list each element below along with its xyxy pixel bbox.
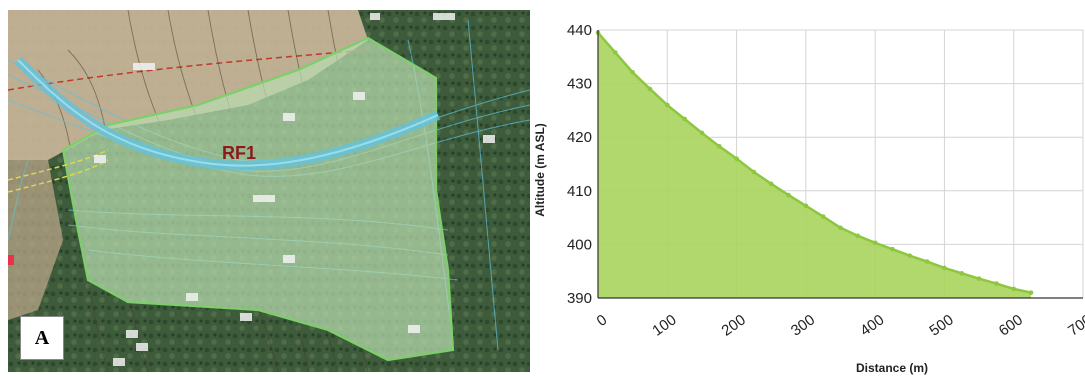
profile-point — [803, 203, 809, 209]
y-tick-labels: 390 400 410 420 430 440 — [567, 22, 592, 307]
map-point-markers — [94, 13, 495, 366]
y-tick-label: 410 — [567, 183, 592, 200]
main-flow-channel-core — [17, 59, 439, 167]
profile-point — [786, 192, 791, 198]
elevation-profile-chart: 390 400 410 420 430 440 0 100 200 300 400 500 600 70… — [530, 0, 1085, 376]
chart-svg: 390 400 410 420 430 440 0 100 200 300 400 500 600 70… — [533, 22, 1085, 375]
y-tick-label: 440 — [567, 22, 592, 39]
profile-point — [751, 169, 757, 175]
profile-point — [907, 253, 913, 258]
panel-label: A — [20, 316, 64, 360]
x-axis-title: Distance (m) — [856, 361, 928, 375]
profile-point — [838, 225, 843, 231]
profile-point — [959, 271, 965, 276]
y-tick-label: 390 — [567, 290, 592, 307]
profile-point — [924, 259, 930, 264]
y-tick-label: 400 — [567, 236, 592, 253]
map-marker — [8, 255, 14, 265]
axes — [597, 30, 1083, 299]
profile-fill — [598, 32, 1032, 299]
map-graphic: RF1 — [8, 10, 530, 372]
x-tick-labels: 0 100 200 300 400 500 600 700 — [594, 311, 1085, 339]
profile-point — [820, 214, 826, 219]
profile-point — [890, 246, 895, 252]
y-tick-label: 420 — [567, 129, 592, 146]
profile-point — [699, 130, 705, 136]
x-tick-label: 100 — [649, 311, 679, 339]
y-axis-title: Altitude (m ASL) — [533, 123, 547, 217]
profile-line — [597, 31, 1032, 294]
x-tick-label: 0 — [594, 311, 611, 330]
profile-point — [1011, 286, 1017, 292]
profile-point — [630, 70, 635, 75]
profile-point — [976, 276, 982, 282]
profile-point — [872, 240, 878, 246]
profile-point — [647, 86, 653, 92]
profile-points — [595, 30, 1034, 295]
x-tick-label: 400 — [857, 311, 887, 339]
x-tick-label: 600 — [996, 311, 1026, 339]
road — [8, 49, 369, 91]
region-label-rf1: RF1 — [222, 143, 256, 163]
x-tick-label: 200 — [719, 311, 749, 339]
x-tick-label: 700 — [1065, 311, 1085, 339]
profile-point — [734, 156, 739, 161]
profile-point — [664, 102, 670, 108]
y-tick-label: 430 — [567, 76, 592, 93]
profile-point — [1028, 290, 1034, 295]
profile-point — [994, 281, 999, 286]
boundary-dashes — [8, 149, 109, 193]
profile-area — [597, 31, 1032, 299]
x-tick-label: 500 — [926, 311, 956, 339]
profile-point — [855, 233, 861, 239]
profile-point — [682, 116, 687, 122]
profile-point — [716, 144, 722, 149]
profile-point — [942, 265, 947, 271]
profile-point — [768, 181, 774, 187]
profile-point — [613, 50, 618, 55]
x-tick-label: 300 — [788, 311, 818, 339]
catchment-map: RF1 A — [8, 10, 530, 372]
field-area-left — [8, 160, 63, 320]
